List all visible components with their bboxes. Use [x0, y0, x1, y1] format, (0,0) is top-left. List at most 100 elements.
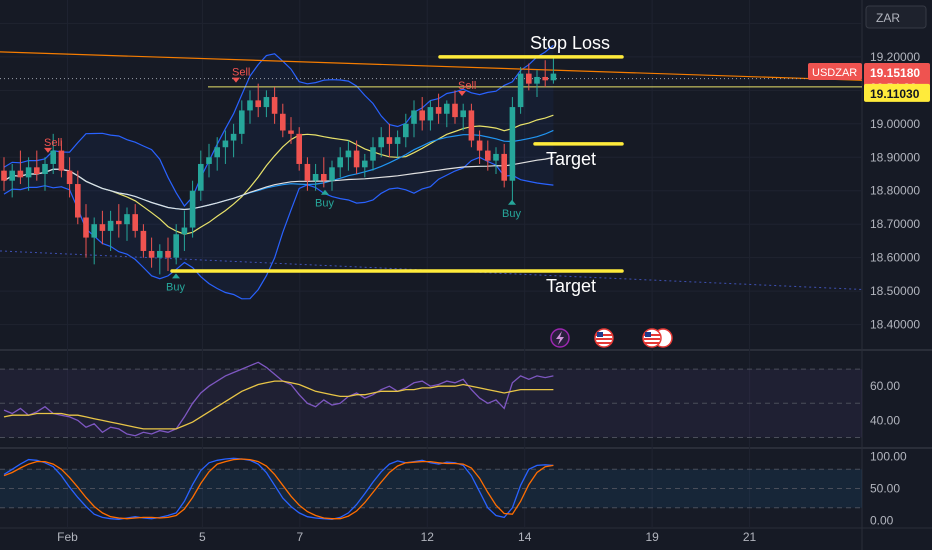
oscillator-band	[0, 369, 862, 438]
candle-body	[140, 230, 147, 251]
price-tick-label: 19.00000	[870, 117, 920, 131]
oscillator-tick-label: 60.00	[870, 379, 900, 393]
buy-signal-label: Buy	[315, 198, 334, 210]
oscillator-line	[3, 457, 554, 520]
time-tick-label: 14	[518, 530, 532, 544]
candle-body	[230, 133, 237, 141]
candle-body	[517, 73, 524, 108]
candle-body	[42, 163, 48, 174]
candle-body	[460, 110, 466, 118]
bollinger-upper	[3, 44, 554, 207]
candle-body	[83, 217, 89, 238]
sell-signal-label: Sell	[458, 80, 476, 92]
oscillator-tick-label: 40.00	[870, 413, 900, 427]
oscillator-tick-label: 100.00	[870, 449, 907, 463]
candle-body	[124, 214, 130, 225]
time-tick-label: 12	[421, 530, 435, 544]
candle-body	[386, 137, 393, 144]
candle-body	[214, 147, 220, 158]
candle-body	[255, 100, 261, 108]
sell-arrow-icon	[458, 91, 466, 96]
buy-signal-label: Buy	[166, 281, 185, 293]
oscillator-band	[0, 469, 862, 508]
annotation-label: Stop Loss	[530, 33, 610, 53]
candle-body	[116, 220, 122, 225]
candle-body	[526, 73, 532, 84]
candle-body	[66, 170, 73, 185]
candle-body	[17, 170, 24, 178]
candle-body	[337, 157, 343, 168]
us-flag-icon[interactable]	[594, 328, 614, 348]
price-tick-label: 19.20000	[870, 50, 920, 64]
candle-body	[239, 110, 245, 134]
lightning-icon[interactable]	[550, 328, 570, 348]
candle-body	[435, 107, 442, 114]
candle-body	[34, 167, 40, 174]
candle-body	[165, 250, 171, 258]
time-tick-label: 5	[199, 530, 206, 544]
sell-signal-label: Sell	[44, 137, 62, 149]
price-tick-label: 18.60000	[870, 251, 920, 265]
candle-body	[485, 150, 491, 161]
annotation-label: Target	[546, 149, 596, 169]
annotation-label: Target	[546, 276, 596, 296]
time-tick-label: Feb	[57, 530, 78, 544]
candle-body	[345, 150, 352, 158]
price-tick-label: 18.50000	[870, 284, 920, 298]
candle-body	[329, 167, 335, 181]
candle-body	[362, 160, 368, 168]
candle-body	[280, 113, 286, 131]
price-tick-label: 18.90000	[870, 150, 920, 164]
candle-body	[550, 73, 557, 81]
candle-body	[542, 76, 548, 81]
candle-body	[91, 224, 97, 238]
buy-arrow-icon	[508, 199, 516, 205]
oscillator-line	[3, 380, 554, 430]
candle-body	[288, 130, 294, 134]
candle-body	[263, 97, 270, 108]
candle-body	[157, 250, 163, 258]
price-tick-label: 18.80000	[870, 184, 920, 198]
candle-body	[1, 170, 7, 181]
candle-body	[198, 163, 204, 191]
candle-body	[247, 100, 253, 111]
candle-body	[99, 224, 106, 231]
candle-body	[378, 137, 384, 148]
candle-body	[370, 147, 376, 161]
currency-badge[interactable]: ZAR	[876, 11, 900, 25]
symbol-label: USDZAR	[812, 67, 857, 79]
us-flag-group-icon[interactable]	[642, 328, 673, 348]
sell-signal-label: Sell	[232, 67, 250, 79]
price-tick-label: 18.40000	[870, 318, 920, 332]
candle-body	[509, 107, 516, 181]
oscillator-line	[3, 458, 554, 520]
candle-body	[312, 174, 319, 181]
time-tick-label: 7	[296, 530, 303, 544]
candle-body	[271, 97, 278, 114]
candle-body	[9, 170, 15, 181]
candle-body	[427, 107, 434, 121]
candle-body	[411, 110, 417, 124]
candle-body	[132, 214, 138, 231]
candle-body	[419, 110, 425, 121]
candle-body	[476, 140, 483, 151]
candle-body	[444, 103, 450, 114]
symbol-badge	[808, 63, 862, 81]
candle-body	[25, 167, 32, 178]
candle-body	[304, 163, 311, 181]
candle-body	[148, 250, 155, 258]
candle-body	[353, 150, 360, 168]
price-tick-label: 18.70000	[870, 217, 920, 231]
candle-body	[75, 184, 81, 218]
sell-arrow-icon	[44, 147, 52, 153]
level-badge	[864, 83, 930, 102]
oscillator-line	[3, 361, 554, 437]
buy-signal-label: Buy	[502, 208, 521, 220]
oscillator-tick-label: 0.00	[870, 514, 894, 528]
candle-body	[222, 140, 229, 148]
candle-body	[189, 190, 196, 228]
candle-body	[321, 174, 327, 181]
candle-body	[58, 150, 65, 171]
